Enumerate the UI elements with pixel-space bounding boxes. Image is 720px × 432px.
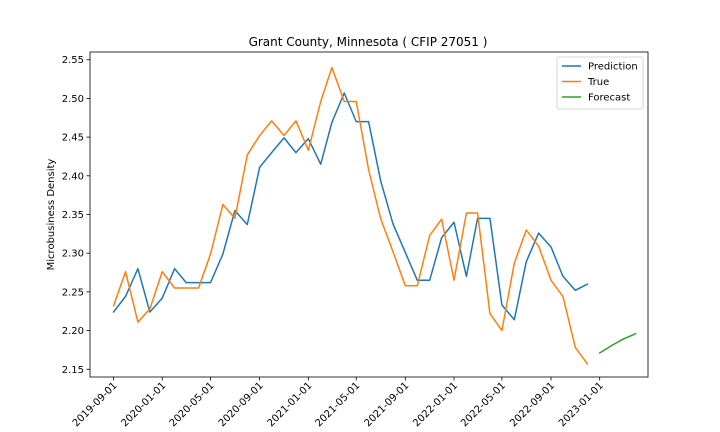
y-tick-label: 2.55 [62, 55, 84, 66]
x-tick-label: 2021-01-01 [266, 380, 315, 429]
legend-label-forecast: Forecast [588, 93, 630, 104]
legend: Prediction True Forecast [556, 56, 644, 110]
x-tick-label: 2020-05-01 [168, 380, 217, 429]
x-tick-label: 2021-05-01 [313, 380, 362, 429]
series-line-true [112, 66, 589, 365]
y-tick-label: 2.25 [62, 287, 84, 298]
y-axis-label: Microbusiness Density [46, 159, 57, 271]
legend-label-prediction: Prediction [588, 62, 638, 73]
y-tick-label: 2.40 [62, 171, 84, 182]
x-tick-label: 2019-09-01 [71, 380, 120, 429]
y-tick-label: 2.20 [62, 326, 84, 337]
y-tick-label: 2.30 [62, 249, 84, 260]
x-tick-label: 2020-09-01 [217, 380, 266, 429]
y-tick-label: 2.45 [62, 133, 84, 144]
y-tick-label: 2.15 [62, 365, 84, 376]
legend-box [556, 56, 644, 110]
legend-label-true: True [587, 77, 609, 88]
y-tick-label: 2.50 [62, 94, 84, 105]
series-line-forecast [598, 332, 637, 355]
x-tick-label: 2022-01-01 [411, 380, 460, 429]
y-axis: 2.15 2.20 2.25 2.30 2.35 2.40 2.45 2.50 2.55 [62, 55, 90, 376]
y-tick-label: 2.35 [62, 210, 84, 221]
x-tick-label: 2020-01-01 [119, 380, 168, 429]
x-tick-label: 2021-09-01 [363, 380, 412, 429]
x-axis: 2019-09-01 2020-01-01 2020-05-01 2020-09-01… [71, 377, 606, 429]
plot-lines [112, 66, 637, 365]
x-tick-label: 2022-05-01 [459, 380, 508, 429]
x-tick-label: 2022-09-01 [508, 380, 557, 429]
chart-title: Grant County, Minnesota ( CFIP 27051 ) [249, 35, 488, 49]
series-line-prediction [112, 92, 589, 321]
x-tick-label: 2023-01-01 [557, 380, 606, 429]
